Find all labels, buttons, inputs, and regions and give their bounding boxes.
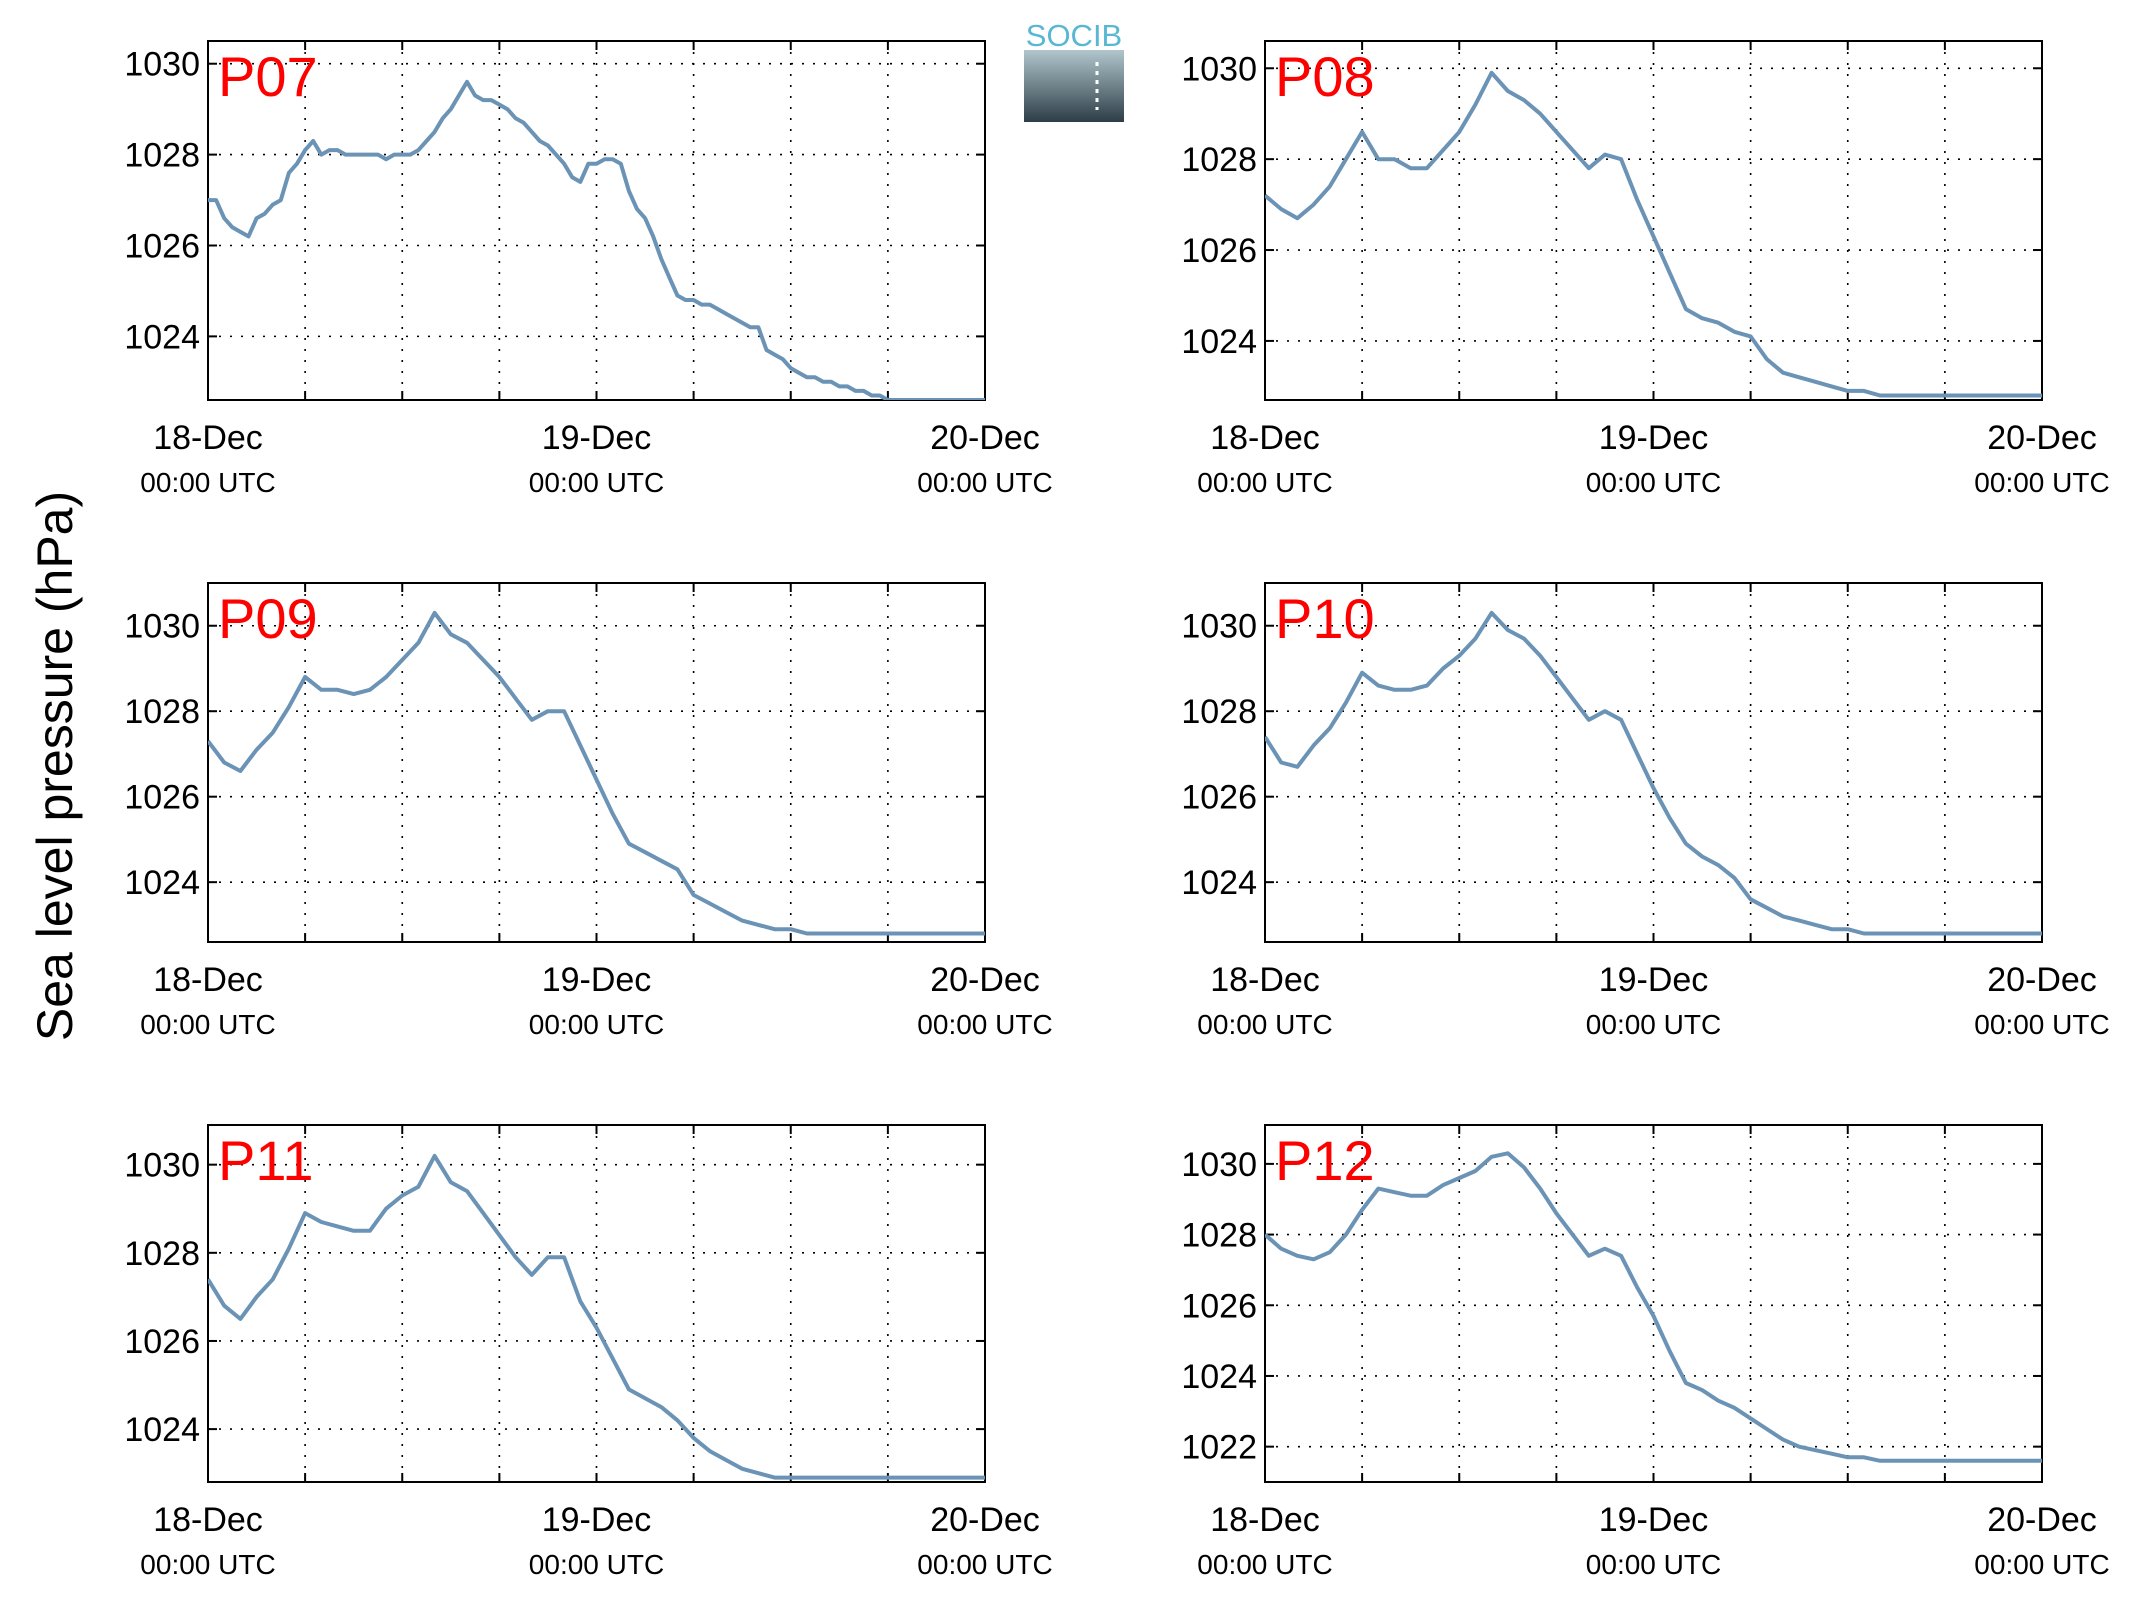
y-axis-label: Sea level pressure (hPa) xyxy=(27,491,83,1041)
x-tick-sublabel: 00:00 UTC xyxy=(1974,467,2109,498)
panel-label: P09 xyxy=(218,587,318,650)
panel-label: P08 xyxy=(1275,45,1375,108)
series-line-p09 xyxy=(208,610,985,936)
chart-panel-p09: 1024 1026 1028 1030 18-Dec 00:00 UTC 19-Dec 00:… xyxy=(124,582,1053,1040)
x-tick-label: 20-Dec xyxy=(930,961,1040,999)
y-tick-label: 1028 xyxy=(124,1235,200,1273)
x-tick-label: 19-Dec xyxy=(542,419,652,457)
x-tick-sublabel: 00:00 UTC xyxy=(1197,1549,1332,1580)
chart-panel-p08: 1024 1026 1028 1030 18-Dec 00:00 UTC 19-Dec 00:… xyxy=(1181,40,2110,498)
plot-frame xyxy=(207,582,986,943)
series-line-p10 xyxy=(1265,610,2042,936)
y-tick-label: 1028 xyxy=(1181,141,1257,179)
x-tick-sublabel: 00:00 UTC xyxy=(1197,467,1332,498)
x-tick-sublabel: 00:00 UTC xyxy=(140,1549,275,1580)
x-tick-sublabel: 00:00 UTC xyxy=(529,1549,664,1580)
y-tick-label: 1030 xyxy=(124,1147,200,1185)
x-tick-label: 18-Dec xyxy=(153,1501,263,1539)
x-tick-label: 19-Dec xyxy=(1599,419,1709,457)
x-tick-sublabel: 00:00 UTC xyxy=(1586,1009,1721,1040)
x-tick-label: 20-Dec xyxy=(1987,419,2097,457)
chart-panel-p12: 1022 1024 1026 1028 1030 18-Dec 00:00 UTC 19-De… xyxy=(1181,1124,2110,1580)
x-tick-sublabel: 00:00 UTC xyxy=(1586,467,1721,498)
x-tick-sublabel: 00:00 UTC xyxy=(1197,1009,1332,1040)
chart-panel-p11: 1024 1026 1028 1030 18-Dec 00:00 UTC 19-Dec 00:… xyxy=(124,1124,1053,1580)
y-tick-label: 1024 xyxy=(1181,1358,1257,1396)
plot-frame xyxy=(1264,1124,2043,1483)
x-tick-sublabel: 00:00 UTC xyxy=(917,1009,1052,1040)
y-tick-label: 1026 xyxy=(1181,1287,1257,1325)
y-tick-label: 1028 xyxy=(1181,693,1257,731)
x-tick-sublabel: 00:00 UTC xyxy=(917,467,1052,498)
x-tick-sublabel: 00:00 UTC xyxy=(1974,1549,2109,1580)
y-tick-label: 1028 xyxy=(1181,1217,1257,1255)
chart-panel-p07: 1024 1026 1028 1030 18-Dec 00:00 UTC 19-Dec 00:… xyxy=(124,40,1053,498)
series-line-p07 xyxy=(208,79,985,400)
x-tick-label: 20-Dec xyxy=(930,419,1040,457)
x-tick-sublabel: 00:00 UTC xyxy=(529,1009,664,1040)
x-tick-label: 20-Dec xyxy=(1987,1501,2097,1539)
series-line-p12 xyxy=(1265,1151,2042,1463)
y-tick-label: 1026 xyxy=(124,779,200,817)
chart-panel-p10: 1024 1026 1028 1030 18-Dec 00:00 UTC 19-Dec 00:… xyxy=(1181,582,2110,1040)
panel-label: P10 xyxy=(1275,587,1375,650)
series-line-p08 xyxy=(1265,70,2042,398)
y-tick-label: 1026 xyxy=(124,1323,200,1361)
plot-frame xyxy=(1264,40,2043,401)
y-tick-label: 1028 xyxy=(124,693,200,731)
plot-frame xyxy=(207,40,986,401)
y-tick-label: 1026 xyxy=(124,227,200,265)
panel-label: P11 xyxy=(218,1129,313,1192)
y-tick-label: 1024 xyxy=(124,1411,200,1449)
x-tick-label: 19-Dec xyxy=(542,961,652,999)
y-tick-label: 1024 xyxy=(124,318,200,356)
y-tick-label: 1024 xyxy=(1181,864,1257,902)
y-tick-label: 1030 xyxy=(1181,1146,1257,1184)
x-tick-label: 18-Dec xyxy=(1210,961,1320,999)
y-tick-label: 1030 xyxy=(124,608,200,646)
x-tick-label: 18-Dec xyxy=(153,419,263,457)
y-tick-label: 1024 xyxy=(124,864,200,902)
x-tick-label: 18-Dec xyxy=(1210,1501,1320,1539)
x-tick-sublabel: 00:00 UTC xyxy=(917,1549,1052,1580)
y-tick-label: 1022 xyxy=(1181,1429,1257,1467)
y-tick-label: 1026 xyxy=(1181,779,1257,817)
y-tick-label: 1030 xyxy=(1181,608,1257,646)
series-line-p11 xyxy=(208,1153,985,1480)
x-tick-label: 19-Dec xyxy=(1599,1501,1709,1539)
socib-logo: SOCIB xyxy=(1024,18,1124,122)
logo-text: SOCIB xyxy=(1026,18,1122,53)
x-tick-label: 19-Dec xyxy=(542,1501,652,1539)
y-tick-label: 1028 xyxy=(124,137,200,175)
x-tick-sublabel: 00:00 UTC xyxy=(140,1009,275,1040)
y-tick-label: 1030 xyxy=(124,46,200,84)
x-tick-sublabel: 00:00 UTC xyxy=(529,467,664,498)
plot-frame xyxy=(1264,582,2043,943)
x-tick-label: 20-Dec xyxy=(930,1501,1040,1539)
panel-label: P07 xyxy=(218,45,318,108)
logo-box xyxy=(1024,50,1124,122)
y-tick-label: 1030 xyxy=(1181,50,1257,88)
x-tick-sublabel: 00:00 UTC xyxy=(140,467,275,498)
x-tick-label: 19-Dec xyxy=(1599,961,1709,999)
x-tick-label: 20-Dec xyxy=(1987,961,2097,999)
y-tick-label: 1024 xyxy=(1181,323,1257,361)
x-tick-sublabel: 00:00 UTC xyxy=(1974,1009,2109,1040)
panel-label: P12 xyxy=(1275,1129,1375,1192)
x-tick-sublabel: 00:00 UTC xyxy=(1586,1549,1721,1580)
x-tick-label: 18-Dec xyxy=(153,961,263,999)
x-tick-label: 18-Dec xyxy=(1210,419,1320,457)
y-tick-label: 1026 xyxy=(1181,232,1257,270)
